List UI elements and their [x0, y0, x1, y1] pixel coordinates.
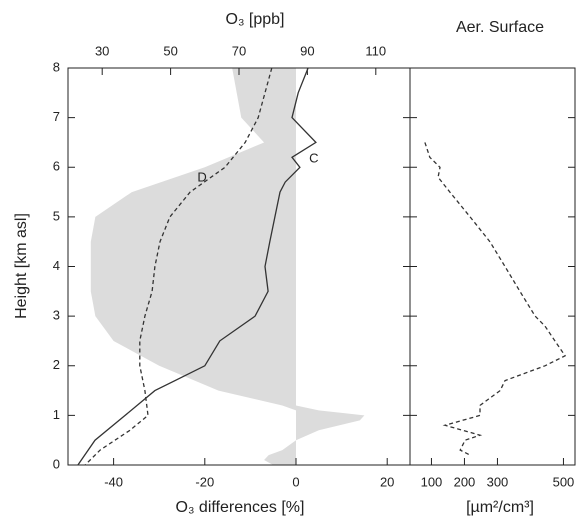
y-tick-label: 7: [53, 109, 60, 124]
x-axis-title: [µm²/cm³]: [466, 499, 534, 516]
x-tick-label: 300: [487, 474, 509, 489]
y-tick-label: 0: [53, 456, 60, 471]
x2-tick-label: 50: [163, 43, 177, 58]
y-tick-label: 4: [53, 258, 60, 273]
x2-tick-label: 110: [365, 43, 386, 58]
x-tick-label: -20: [195, 474, 214, 489]
x2-tick-label: 70: [232, 43, 246, 58]
x-axis-title: O₃ differences [%]: [176, 499, 305, 516]
top-axis-title: O₃ [ppb]: [226, 11, 285, 28]
x-tick-label: 20: [380, 474, 394, 489]
y-axis-title: Height [km asl]: [13, 213, 30, 319]
profile-line: [424, 142, 567, 456]
y-tick-label: 2: [53, 357, 60, 372]
series-label: D: [197, 170, 206, 185]
x-tick-label: 200: [454, 474, 476, 489]
x-tick-label: 500: [553, 474, 575, 489]
y-tick-label: 5: [53, 208, 60, 223]
x-tick-label: 100: [421, 474, 443, 489]
x-tick-label: -40: [104, 474, 123, 489]
profile-line: [77, 67, 317, 466]
x2-tick-label: 30: [95, 43, 109, 58]
y-tick-label: 6: [53, 159, 60, 174]
x-tick-label: 0: [292, 474, 299, 489]
y-tick-label: 3: [53, 308, 60, 323]
series-label: C: [309, 151, 318, 166]
range-band: [90, 68, 365, 465]
profile-line: [84, 67, 273, 466]
x2-tick-label: 90: [300, 43, 314, 58]
y-tick-label: 8: [53, 59, 60, 74]
panel-title: Aer. Surface: [456, 19, 544, 36]
y-tick-label: 1: [53, 407, 60, 422]
plot-frame: [409, 67, 576, 466]
